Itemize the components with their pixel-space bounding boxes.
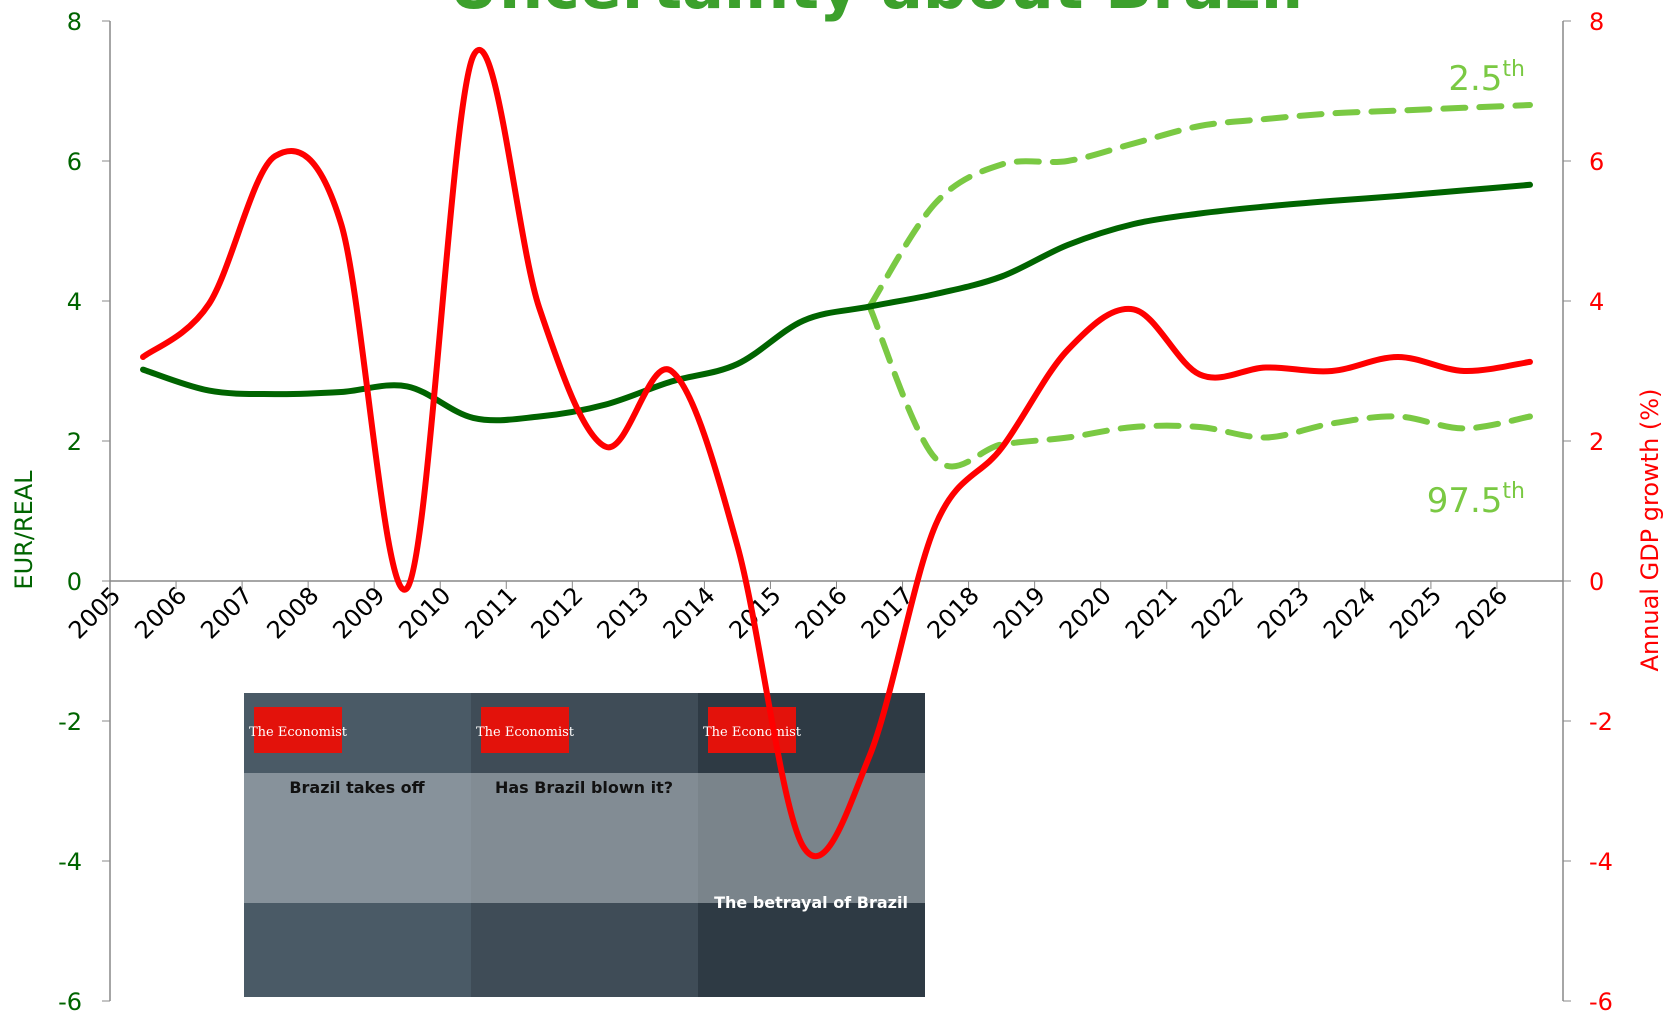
x-tick-label: 2019 — [988, 581, 1051, 644]
magazine-cover: The Economist The betrayal of Brazil — [698, 693, 925, 997]
y-tick-label: -2 — [58, 708, 82, 736]
annotation-sup: th — [1502, 479, 1525, 504]
x-tick-label: 2022 — [1186, 581, 1249, 644]
cover-sky — [698, 773, 925, 903]
y-tick-label: 6 — [67, 148, 82, 176]
x-tick-label: 2023 — [1252, 581, 1315, 644]
x-tick-label: 2020 — [1054, 581, 1117, 644]
line-series — [140, 181, 1533, 424]
line-series — [866, 303, 1533, 470]
x-tick-label: 2024 — [1318, 581, 1381, 644]
x-tick-label: 2018 — [922, 581, 985, 644]
y-tick-label: 0 — [67, 568, 82, 596]
y-tick-label: -6 — [58, 988, 82, 1016]
x-tick-label: 2014 — [658, 581, 721, 644]
y2-tick-label: 8 — [1589, 8, 1604, 36]
y2-tick-label: 4 — [1589, 288, 1604, 316]
magazine-cover: The Economist Brazil takes off — [244, 693, 471, 997]
y2-tick-label: -6 — [1589, 988, 1613, 1016]
cover-logo — [254, 707, 342, 753]
x-tick-label: 2025 — [1384, 581, 1447, 644]
annotation: 97.5th — [1427, 479, 1525, 521]
x-tick-label: 2026 — [1450, 581, 1513, 644]
y-axis-label: EUR/REAL — [10, 470, 38, 590]
y2-tick-label: -2 — [1589, 708, 1613, 736]
line-series — [866, 102, 1533, 310]
x-tick-label: 2011 — [460, 581, 523, 644]
y-tick-label: 2 — [67, 428, 82, 456]
annotation-text: 2.5 — [1448, 59, 1502, 99]
cover-brand: The Economist — [249, 725, 348, 740]
cover-sky — [471, 773, 698, 903]
cover-brand: The Economist — [703, 725, 802, 740]
y-tick-label: 4 — [67, 288, 82, 316]
cover-headline: Brazil takes off — [289, 778, 425, 797]
cover-sky — [244, 773, 471, 903]
x-tick-label: 2013 — [592, 581, 655, 644]
cover-logo — [481, 707, 569, 753]
line-series — [140, 47, 1533, 859]
annotation: 2.5th — [1448, 57, 1525, 99]
cover-headline: The betrayal of Brazil — [714, 893, 908, 912]
x-tick-label: 2008 — [261, 581, 324, 644]
x-tick-label: 2006 — [129, 581, 192, 644]
y2-tick-label: 6 — [1589, 148, 1604, 176]
annotation-sup: th — [1502, 57, 1525, 82]
y2-tick-label: 0 — [1589, 568, 1604, 596]
x-tick-label: 2007 — [195, 581, 258, 644]
x-tick-label: 2016 — [790, 581, 853, 644]
magazine-cover: The Economist Has Brazil blown it? — [471, 693, 698, 997]
y2-tick-label: 2 — [1589, 428, 1604, 456]
y2-tick-label: -4 — [1589, 848, 1613, 876]
annotation-text: 97.5 — [1427, 481, 1503, 521]
y2-axis-label: Annual GDP growth (%) — [1636, 389, 1664, 672]
cover-headline: Has Brazil blown it? — [495, 778, 673, 797]
x-tick-label: 2021 — [1120, 581, 1183, 644]
y-tick-label: 8 — [67, 8, 82, 36]
x-tick-label: 2009 — [327, 581, 390, 644]
y-tick-label: -4 — [58, 848, 82, 876]
cover-logo — [708, 707, 796, 753]
x-tick-label: 2012 — [526, 581, 589, 644]
cover-brand: The Economist — [476, 725, 575, 740]
chart-title: Uncertainty about Brazil — [449, 0, 1304, 23]
